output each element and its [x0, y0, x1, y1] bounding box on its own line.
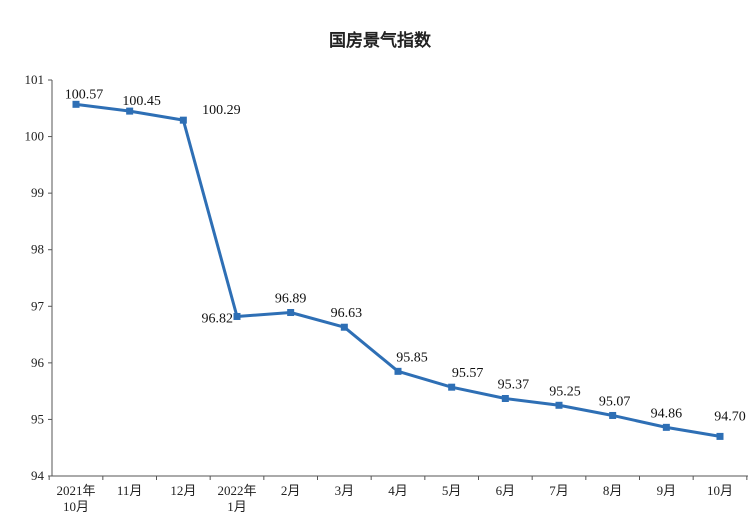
data-labels: 100.57 100.45 100.29 96.82 96.89 96.63 95.85 95…	[65, 87, 746, 424]
y-tick-label: 100	[25, 129, 45, 144]
y-tick-label: 94	[31, 468, 45, 483]
y-tick-label: 96	[31, 355, 45, 370]
x-tick-label-line: 5月	[442, 483, 462, 498]
data-point	[287, 309, 295, 317]
x-tick-label: 2月	[281, 483, 301, 498]
x-tick-label: 10月	[707, 483, 733, 498]
x-tick-label: 3月	[335, 483, 355, 498]
x-tick-label: 4月	[388, 483, 408, 498]
x-tick-label: 7月	[549, 483, 569, 498]
x-tick-label: 12月	[170, 483, 196, 498]
x-tick-label: 2022年 1月	[217, 483, 256, 514]
data-point	[126, 107, 134, 115]
y-tick-label: 99	[31, 185, 44, 200]
series-markers	[72, 100, 724, 440]
x-tick-label-line: 3月	[335, 483, 355, 498]
x-tick-label-line: 1月	[227, 499, 247, 514]
y-tick-label: 95	[31, 411, 44, 426]
data-point	[179, 116, 187, 124]
x-tick-label-line: 6月	[496, 483, 516, 498]
data-label: 95.85	[396, 350, 428, 365]
y-tick-label: 101	[25, 72, 45, 87]
data-label: 96.89	[275, 292, 307, 307]
x-tick-label-line: 9月	[657, 483, 677, 498]
data-label: 100.45	[122, 94, 161, 109]
x-tick-label-line: 12月	[170, 483, 196, 498]
x-tick-label-line: 11月	[117, 483, 143, 498]
x-tick-label: 8月	[603, 483, 623, 498]
data-label: 100.29	[202, 103, 241, 118]
data-point	[662, 423, 670, 431]
x-tick-label: 9月	[657, 483, 677, 498]
x-tick-label-line: 2021年	[56, 483, 95, 498]
x-tick-label: 11月	[117, 483, 143, 498]
data-label: 100.57	[65, 87, 104, 102]
x-tick-label-line: 2月	[281, 483, 301, 498]
data-point	[394, 367, 402, 375]
y-tick-label: 97	[31, 298, 45, 313]
data-label: 96.63	[331, 306, 363, 321]
x-tick-label-line: 10月	[707, 483, 733, 498]
x-tick-label-line: 2022年	[217, 483, 256, 498]
data-label: 96.82	[202, 311, 234, 326]
data-point	[340, 323, 348, 331]
y-axis-ticks: 94 95 96 97 98 99 100 101	[25, 72, 52, 483]
series-line	[75, 102, 721, 438]
data-label: 95.25	[549, 384, 581, 399]
data-point	[555, 401, 563, 409]
x-tick-label: 2021年 10月	[56, 483, 95, 514]
data-point	[233, 312, 241, 320]
y-tick-label: 98	[31, 242, 44, 257]
data-point	[72, 100, 80, 108]
data-point	[501, 394, 509, 402]
x-tick-label-line: 8月	[603, 483, 623, 498]
data-point	[716, 432, 724, 440]
data-point	[448, 383, 456, 391]
x-tick-label-line: 4月	[388, 483, 408, 498]
data-point	[609, 411, 617, 419]
data-label: 95.07	[599, 394, 631, 409]
data-label: 95.57	[452, 366, 484, 381]
data-label: 94.70	[714, 409, 746, 424]
data-label: 94.86	[651, 406, 683, 421]
x-tick-label-line: 7月	[549, 483, 569, 498]
chart-title: 国房景气指数	[329, 30, 432, 51]
x-tick-label: 5月	[442, 483, 462, 498]
data-label: 95.37	[498, 377, 530, 392]
x-tick-label-line: 10月	[63, 499, 89, 514]
x-tick-label: 6月	[496, 483, 516, 498]
